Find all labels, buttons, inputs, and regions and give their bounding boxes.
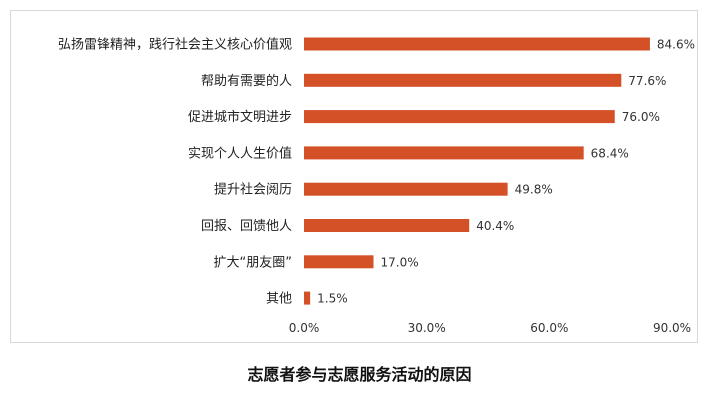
category-label: 提升社会阅历: [214, 182, 292, 198]
bar: [304, 73, 622, 87]
value-label: 76.0%: [622, 110, 660, 124]
x-tick-label: 60.0%: [530, 321, 568, 335]
value-label: 40.4%: [476, 219, 514, 233]
value-label: 17.0%: [381, 255, 419, 269]
bar: [304, 291, 311, 305]
category-label: 其他: [266, 292, 292, 307]
category-label: 回报、回馈他人: [201, 219, 292, 234]
bar: [304, 219, 470, 232]
bar: [304, 255, 374, 269]
category-label: 实现个人人生价值: [188, 145, 292, 161]
bar-chart: 弘扬雷锋精神，践行社会主义核心价值观 84.6% 帮助有需要的人 77.6% 促进城市文…: [58, 37, 695, 336]
category-label: 帮助有需要的人: [201, 73, 292, 89]
category-label: 弘扬雷锋精神，践行社会主义核心价值观: [58, 37, 292, 53]
x-tick-label: 0.0%: [289, 321, 320, 335]
category-label: 促进城市文明进步: [188, 109, 292, 125]
value-label: 84.6%: [657, 38, 695, 52]
bar: [304, 182, 508, 196]
x-tick-label: 90.0%: [653, 321, 691, 335]
category-label: 扩大“朋友圈”: [214, 254, 292, 270]
bar: [304, 146, 584, 160]
value-label: 49.8%: [515, 183, 553, 197]
value-label: 77.6%: [628, 74, 666, 88]
chart-title: 志愿者参与志愿服务活动的原因: [247, 365, 472, 384]
value-label: 1.5%: [317, 292, 348, 306]
x-tick-label: 30.0%: [408, 321, 446, 335]
bar: [304, 37, 650, 51]
bar: [304, 110, 615, 124]
value-label: 68.4%: [591, 146, 629, 160]
chart-frame: 弘扬雷锋精神，践行社会主义核心价值观 84.6% 帮助有需要的人 77.6% 促进城市文…: [10, 10, 698, 343]
